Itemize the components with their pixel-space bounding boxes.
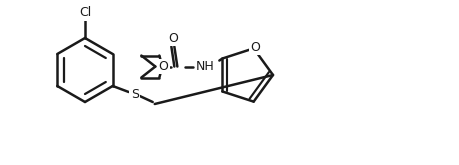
Text: NH: NH (196, 60, 214, 73)
Text: N: N (158, 60, 168, 73)
Text: O: O (250, 41, 260, 54)
Text: Cl: Cl (78, 6, 91, 19)
Text: S: S (130, 87, 139, 100)
Text: O: O (158, 60, 168, 73)
Text: O: O (168, 32, 178, 45)
